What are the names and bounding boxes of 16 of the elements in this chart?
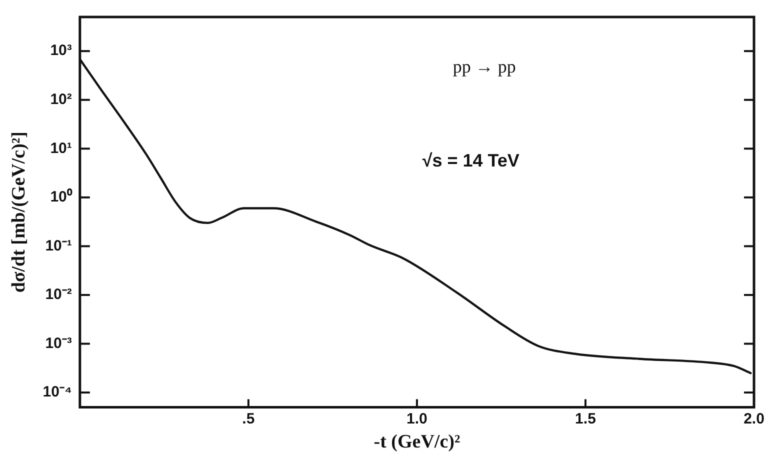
x-tick-label: 2.0 [744,410,764,428]
x-tick-label: 1.5 [575,410,596,428]
x-tick-label: 1.0 [406,410,428,428]
y-tick-label: 10⁰ [50,188,73,206]
y-tick-label: 10² [50,91,72,108]
y-tick-label: 10⁻² [45,286,72,304]
x-tick-label: .5 [242,410,255,428]
y-tick-label: 10⁻¹ [45,237,72,254]
y-tick-label: 10³ [50,42,72,60]
y-tick-label: 10⁻³ [45,334,72,352]
annotation: pp → pp [452,56,516,76]
x-axis-title: -t (GeV/c)² [374,432,460,453]
y-axis-title: dσ/dt [mb/(GeV/c)²] [8,132,30,293]
annotation: √s = 14 TeV [422,150,520,170]
y-tick-label: 10¹ [50,140,72,157]
y-tick-label: 10⁻⁴ [42,384,72,401]
